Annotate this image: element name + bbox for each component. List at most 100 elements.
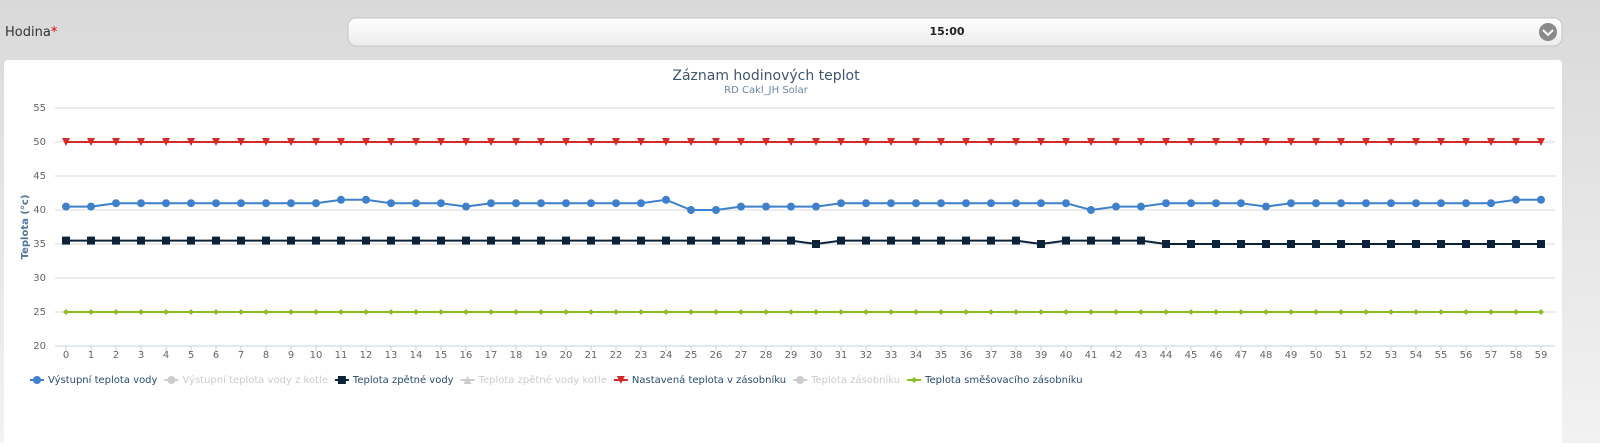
data-point bbox=[937, 138, 945, 146]
data-point bbox=[1462, 138, 1470, 146]
x-tick-label: 9 bbox=[288, 350, 294, 361]
data-point bbox=[787, 202, 795, 211]
x-tick-label: 27 bbox=[735, 350, 748, 361]
x-tick-label: 45 bbox=[1185, 350, 1198, 361]
legend-item[interactable]: Teplota směšovacího zásobníku bbox=[924, 374, 1082, 386]
legend-item[interactable]: Teplota zpětné vody kotle bbox=[478, 374, 607, 386]
data-point bbox=[137, 199, 145, 208]
data-point bbox=[1112, 138, 1120, 146]
data-point bbox=[1188, 309, 1194, 315]
data-point bbox=[912, 138, 920, 146]
x-tick-label: 29 bbox=[785, 350, 798, 361]
data-point bbox=[1187, 199, 1195, 208]
x-tick-label: 51 bbox=[1335, 350, 1348, 361]
data-point bbox=[1537, 138, 1545, 146]
y-tick-label: 30 bbox=[33, 273, 46, 284]
data-point bbox=[1412, 199, 1420, 208]
select-box[interactable] bbox=[347, 17, 1563, 47]
data-point bbox=[1362, 138, 1370, 146]
data-point bbox=[1112, 236, 1120, 245]
x-tick-label: 30 bbox=[810, 350, 823, 361]
x-tick-label: 56 bbox=[1460, 350, 1473, 361]
data-point bbox=[163, 309, 169, 315]
legend-item[interactable]: Nastavená teplota v zásobníku bbox=[632, 374, 786, 386]
x-tick-label: 33 bbox=[885, 350, 898, 361]
data-point bbox=[462, 202, 470, 211]
data-point bbox=[612, 138, 620, 146]
data-point bbox=[87, 202, 95, 211]
x-tick-label: 4 bbox=[163, 350, 169, 361]
data-point bbox=[488, 309, 494, 315]
data-point bbox=[1013, 309, 1019, 315]
data-point bbox=[837, 138, 845, 146]
data-point bbox=[1113, 309, 1119, 315]
legend-symbol bbox=[796, 376, 805, 384]
legend-item[interactable]: Výstupní teplota vody bbox=[48, 374, 158, 386]
x-tick-label: 22 bbox=[610, 350, 623, 361]
data-point bbox=[712, 138, 720, 146]
data-point bbox=[962, 199, 970, 208]
data-point bbox=[1538, 309, 1544, 315]
x-tick-label: 52 bbox=[1360, 350, 1373, 361]
data-point bbox=[212, 138, 220, 146]
x-tick-label: 25 bbox=[685, 350, 698, 361]
data-point bbox=[1337, 138, 1345, 146]
data-point bbox=[537, 199, 545, 208]
data-point bbox=[738, 309, 744, 315]
data-point bbox=[688, 309, 694, 315]
data-point bbox=[562, 138, 570, 146]
legend-item[interactable]: Teplota zpětné vody bbox=[352, 374, 454, 386]
legend-item[interactable]: Výstupní teplota vody z kotle bbox=[182, 374, 327, 386]
data-point bbox=[1087, 236, 1095, 245]
x-tick-label: 43 bbox=[1135, 350, 1148, 361]
data-point bbox=[463, 309, 469, 315]
data-point bbox=[612, 199, 620, 208]
data-point bbox=[262, 236, 270, 245]
data-point bbox=[1262, 240, 1270, 248]
x-tick-label: 34 bbox=[910, 350, 923, 361]
select-arrow[interactable] bbox=[1539, 23, 1557, 41]
data-point bbox=[687, 138, 695, 146]
data-point bbox=[1362, 199, 1370, 208]
data-point bbox=[212, 236, 220, 245]
data-point bbox=[1238, 309, 1244, 315]
data-point bbox=[312, 199, 320, 208]
data-point bbox=[413, 309, 419, 315]
data-point bbox=[287, 236, 295, 245]
data-point bbox=[1187, 240, 1195, 248]
x-tick-label: 49 bbox=[1285, 350, 1298, 361]
data-point bbox=[1338, 309, 1344, 315]
data-point bbox=[1463, 309, 1469, 315]
data-point bbox=[1337, 199, 1345, 208]
data-point bbox=[1437, 240, 1445, 248]
data-point bbox=[112, 236, 120, 245]
data-point bbox=[612, 236, 620, 245]
data-point bbox=[388, 309, 394, 315]
data-point bbox=[1137, 138, 1145, 146]
data-point bbox=[1063, 309, 1069, 315]
data-point bbox=[987, 236, 995, 245]
data-point bbox=[512, 199, 520, 208]
data-point bbox=[337, 195, 345, 204]
data-point bbox=[537, 138, 545, 146]
data-point bbox=[1212, 138, 1220, 146]
series-line bbox=[66, 239, 1541, 246]
legend-item[interactable]: Teplota zásobníku bbox=[810, 374, 900, 386]
data-point bbox=[538, 309, 544, 315]
data-point bbox=[1512, 240, 1520, 248]
x-tick-label: 58 bbox=[1510, 350, 1523, 361]
x-tick-label: 42 bbox=[1110, 350, 1123, 361]
data-point bbox=[662, 195, 670, 204]
chart-panel bbox=[4, 60, 1562, 447]
x-tick-label: 32 bbox=[860, 350, 873, 361]
x-tick-label: 44 bbox=[1160, 350, 1173, 361]
data-point bbox=[1512, 195, 1520, 204]
data-point bbox=[237, 199, 245, 208]
data-point bbox=[763, 309, 769, 315]
data-point bbox=[187, 138, 195, 146]
data-point bbox=[513, 309, 519, 315]
data-point bbox=[637, 236, 645, 245]
y-tick-label: 40 bbox=[33, 205, 46, 216]
data-point bbox=[1488, 309, 1494, 315]
data-point bbox=[987, 138, 995, 146]
